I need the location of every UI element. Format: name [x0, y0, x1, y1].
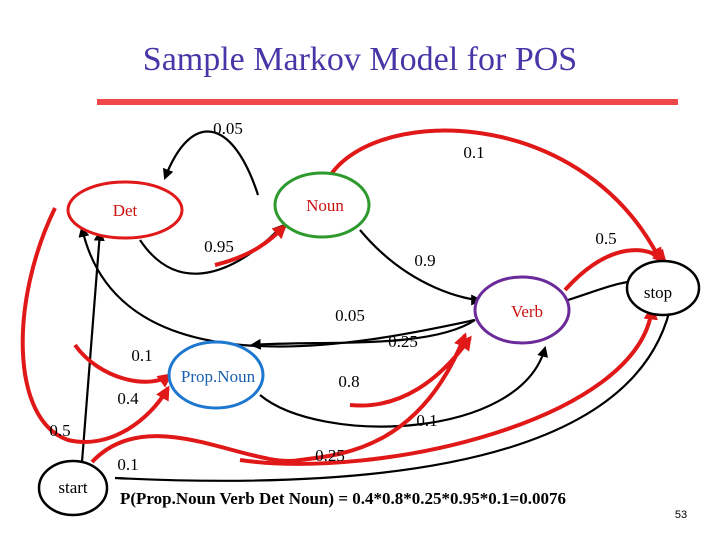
slide-title: Sample Markov Model for POS — [143, 41, 577, 78]
edge-det-to-noun-red — [214, 224, 288, 267]
edge-noun-to-stop — [323, 128, 662, 263]
title-rule — [97, 99, 678, 105]
edge-label-noun-to-det: 0.05 — [213, 119, 243, 138]
edge-verb-to-propnoun — [249, 319, 476, 350]
edge-det-left-loop — [20, 207, 170, 444]
node-start — [37, 459, 109, 517]
edge-verb-to-det — [78, 225, 476, 348]
edge-label-propnoun-to-stop: 0.25 — [315, 446, 345, 465]
edge-label-noun-to-verb: 0.9 — [414, 251, 435, 270]
edge-label-propnoun-to-verb: 0.8 — [338, 372, 359, 391]
edge-start-to-stop-black — [114, 297, 676, 482]
edge-label-det-to-noun: 0.95 — [204, 237, 234, 256]
node-propnoun-label: Prop.Noun — [181, 367, 256, 386]
edge-noun-to-det — [162, 130, 260, 196]
edge-label-verb-to-det: 0.25 — [388, 332, 418, 351]
node-det — [66, 180, 184, 240]
edge-start-to-det — [80, 229, 105, 463]
edge-label-propnoun-to-noun: 0.1 — [416, 411, 437, 430]
node-det-label: Det — [113, 201, 138, 220]
edge-start-to-propnoun — [73, 343, 173, 388]
edge-label-start-to-det: 0.4 — [117, 389, 139, 408]
probability-equation: P(Prop.Noun Verb Det Noun) = 0.4*0.8*0.2… — [120, 489, 566, 508]
edge-propnoun-to-stop — [239, 305, 658, 466]
node-noun-label: Noun — [306, 196, 344, 215]
node-propnoun — [167, 340, 265, 410]
edge-label-verb-to-stop: 0.5 — [595, 229, 616, 248]
node-start-label: start — [58, 478, 88, 497]
edge-start-to-verb-red — [90, 332, 468, 464]
edge-propnoun-to-noun — [259, 345, 548, 428]
edge-verb-to-stop-red — [563, 248, 667, 292]
node-noun — [273, 171, 371, 239]
edge-propnoun-to-verb — [349, 335, 472, 408]
edge-label-noun-to-stop: 0.1 — [463, 143, 484, 162]
edge-label-start-to-verb: 0.1 — [117, 455, 138, 474]
node-verb-label: Verb — [511, 302, 543, 321]
edge-label-start-to-propnoun: 0.1 — [131, 346, 152, 365]
node-verb — [473, 275, 571, 345]
edge-noun-to-verb — [359, 229, 483, 306]
edge-label-start-to-noun: 0.5 — [49, 421, 70, 440]
page-number: 53 — [675, 509, 687, 521]
node-stop — [625, 259, 701, 317]
edge-label-verb-to-propnoun: 0.05 — [335, 306, 365, 325]
node-stop-label: stop — [644, 283, 672, 302]
